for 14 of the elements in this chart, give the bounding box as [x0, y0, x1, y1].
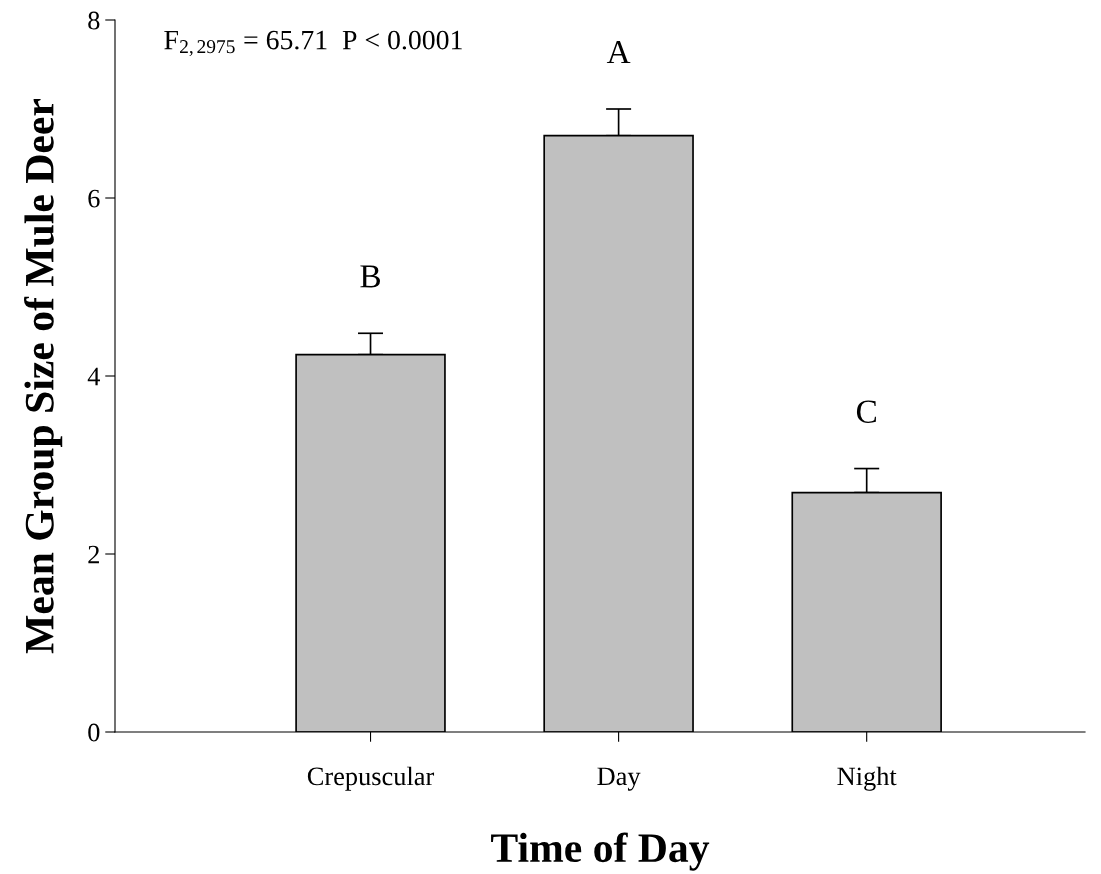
x-tick-label: Night — [837, 766, 897, 791]
y-tick-label: 2 — [88, 545, 99, 564]
x-tick-label: Crepuscular — [307, 766, 435, 791]
y-tick-label: 4 — [87, 367, 100, 386]
annotation: C — [856, 400, 876, 423]
y-tick-label: 6 — [88, 189, 100, 208]
annotation: A — [606, 41, 631, 64]
x-axis-title: Time of Day — [491, 832, 710, 871]
y-axis-title: Mean Group Size of Mule Deer — [24, 98, 63, 654]
y-tick-label: 8 — [88, 11, 100, 30]
annotation: B — [360, 265, 381, 288]
x-tick-label: Day — [597, 767, 641, 791]
annotation: F$_{2,2975}$ = 65.71 P < 0.0001 — [164, 30, 462, 56]
y-tick-label: 0 — [88, 723, 100, 742]
